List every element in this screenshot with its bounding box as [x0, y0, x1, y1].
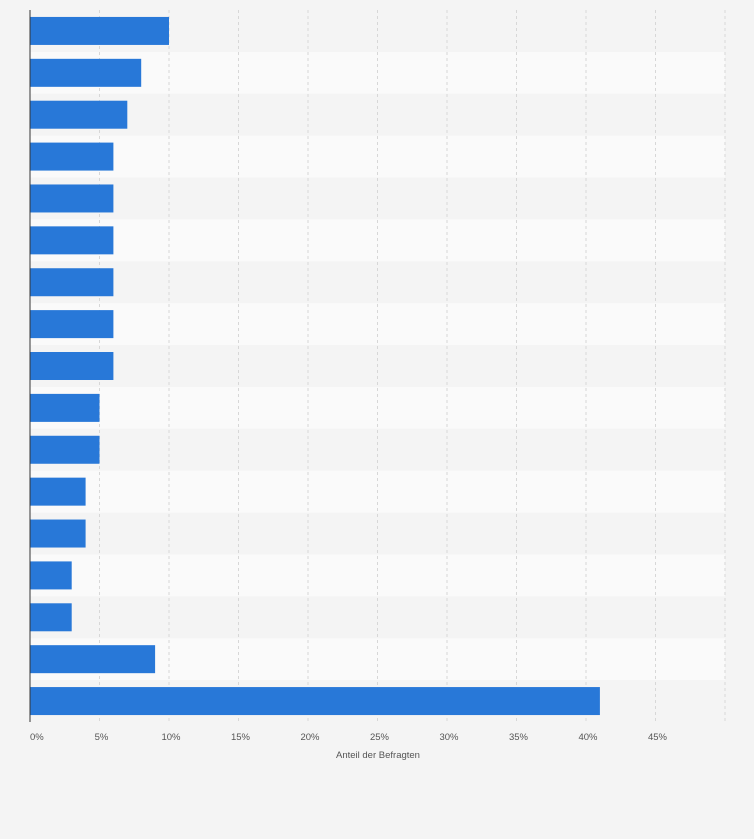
- bar: [30, 100, 128, 129]
- x-tick-labels: 0% 5% 10% 15% 20% 25% 30% 35% 40% 45%: [30, 732, 668, 743]
- bar: [30, 519, 86, 548]
- x-tick-label: 35%: [509, 732, 529, 743]
- x-tick-label: 5%: [95, 732, 109, 743]
- bar: [30, 268, 114, 297]
- x-tick-label: 40%: [578, 732, 598, 743]
- bar: [30, 561, 72, 590]
- x-tick-label: 25%: [370, 732, 390, 743]
- row-bands: [30, 10, 725, 722]
- bar: [30, 310, 114, 339]
- x-tick-label: 45%: [648, 732, 668, 743]
- bar: [30, 184, 114, 213]
- bar: [30, 687, 600, 716]
- bar: [30, 58, 142, 87]
- x-tick-label: 15%: [231, 732, 251, 743]
- bar: [30, 603, 72, 632]
- x-tick-label: 10%: [161, 732, 181, 743]
- bar: [30, 16, 169, 45]
- x-axis-title: Anteil der Befragten: [336, 750, 420, 761]
- bars: [30, 16, 600, 716]
- bar: [30, 645, 156, 674]
- x-tick-label: 20%: [300, 732, 320, 743]
- bar: [30, 477, 86, 506]
- x-tick-label: 30%: [439, 732, 459, 743]
- bar: [30, 352, 114, 380]
- bar: [30, 435, 100, 464]
- x-tick-label: 0%: [30, 732, 44, 743]
- bar: [30, 393, 100, 422]
- bar: [30, 142, 114, 171]
- bar: [30, 226, 114, 255]
